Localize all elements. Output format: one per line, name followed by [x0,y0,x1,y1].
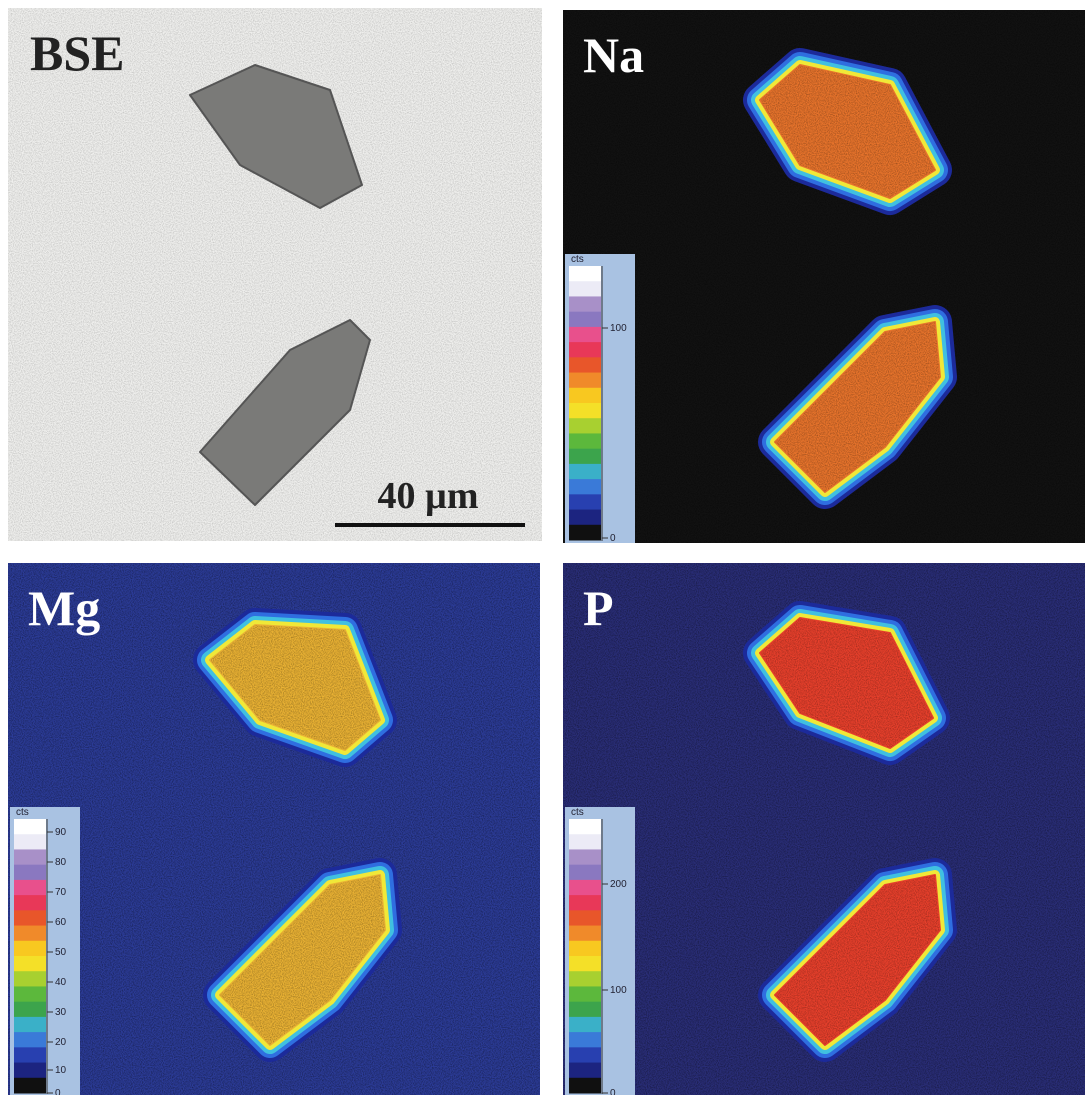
colorbar: cts 200 100 0 [565,807,635,1095]
panel-label: Na [583,27,644,83]
colorbar-unit: cts [571,807,584,818]
colorbar-bin [569,463,601,480]
colorbar-tick-label: 100 [610,323,627,334]
colorbar-bin [14,1032,46,1048]
panel: BSE 40 µm [8,8,542,541]
colorbar-bin [14,1047,46,1064]
panel: Mg cts 90 80 70 60 50 40 30 20 10 0 [8,563,540,1095]
colorbar-bin [569,403,601,419]
colorbar-bin [569,1077,601,1094]
colorbar-bin [14,971,46,987]
colorbar-tick-label: 60 [55,917,67,928]
colorbar-bin [14,956,46,972]
colorbar-bin [569,879,601,896]
colorbar-tick-label: 80 [55,857,67,868]
colorbar-bin [14,819,46,835]
colorbar-bin [14,1016,46,1033]
panel: Na cts 100 0 [563,10,1085,544]
colorbar-tick-label: 100 [610,985,627,996]
colorbar: cts 90 80 70 60 50 40 30 20 10 0 [10,807,80,1095]
crystal-texture [220,875,385,1045]
crystal [189,64,363,209]
colorbar-tick-label: 20 [55,1037,67,1048]
colorbar-bin [569,266,601,282]
colorbar-unit: cts [16,807,29,818]
colorbar-bin [569,864,601,881]
colorbar-bin [569,448,601,465]
colorbar-tick-label: 90 [55,827,67,838]
colorbar-bin [569,479,601,495]
colorbar-bin [569,1001,601,1018]
colorbar-bin [569,895,601,911]
colorbar-bin [569,281,601,297]
panel-label: P [583,580,614,636]
colorbar-bin [569,849,601,866]
colorbar-bin [569,357,601,374]
colorbar-bin [14,940,46,957]
colorbar-tick-label: 0 [610,533,616,544]
colorbar-bin [569,387,601,404]
colorbar-bin [569,433,601,450]
colorbar-bin [569,1047,601,1064]
colorbar-bin [569,1016,601,1033]
colorbar-tick-label: 200 [610,879,627,890]
colorbar-bin [569,1062,601,1079]
colorbar-unit: cts [571,254,584,265]
colorbar-bin [14,1062,46,1079]
colorbar-bin [569,326,601,343]
panel-label: Mg [28,580,100,636]
crystal [199,319,371,506]
colorbar-tick-label: 0 [610,1088,616,1095]
panel-label: BSE [30,25,125,81]
scale-bar-label: 40 µm [377,475,478,517]
colorbar-bin [569,1032,601,1048]
colorbar-bin [569,418,601,434]
colorbar-bin [14,864,46,881]
colorbar-bin [569,971,601,987]
colorbar-bin [14,834,46,850]
colorbar-tick-label: 50 [55,947,67,958]
colorbar-bin [569,819,601,835]
colorbar-tick-label: 0 [55,1088,61,1095]
colorbar-bin [569,940,601,957]
colorbar-bin [14,879,46,896]
colorbar-bin [569,494,601,511]
colorbar-bin [14,895,46,911]
colorbar-bin [569,524,601,541]
crystal-texture [775,875,940,1045]
colorbar-bin [14,925,46,942]
colorbar-bin [14,849,46,866]
crystal-texture [775,322,940,492]
crystal-texture [760,618,933,748]
colorbar-tick-label: 30 [55,1007,67,1018]
colorbar-bin [14,1077,46,1094]
colorbar-bin [569,296,601,313]
colorbar: cts 100 0 [565,254,635,544]
colorbar-bin [569,925,601,942]
crystal-texture [760,65,935,198]
colorbar-bin [569,834,601,850]
colorbar-tick-label: 40 [55,977,67,988]
colorbar-bin [569,986,601,1003]
colorbar-bin [569,372,601,389]
colorbar-tick-label: 10 [55,1065,67,1076]
colorbar-bin [14,910,46,927]
colorbar-bin [14,986,46,1003]
colorbar-bin [569,956,601,972]
colorbar-tick-label: 70 [55,887,67,898]
colorbar-bin [14,1001,46,1018]
colorbar-bin [569,311,601,328]
colorbar-bin [569,509,601,526]
colorbar-bin [569,342,601,358]
colorbar-bin [569,910,601,927]
crystal-texture [210,625,380,750]
